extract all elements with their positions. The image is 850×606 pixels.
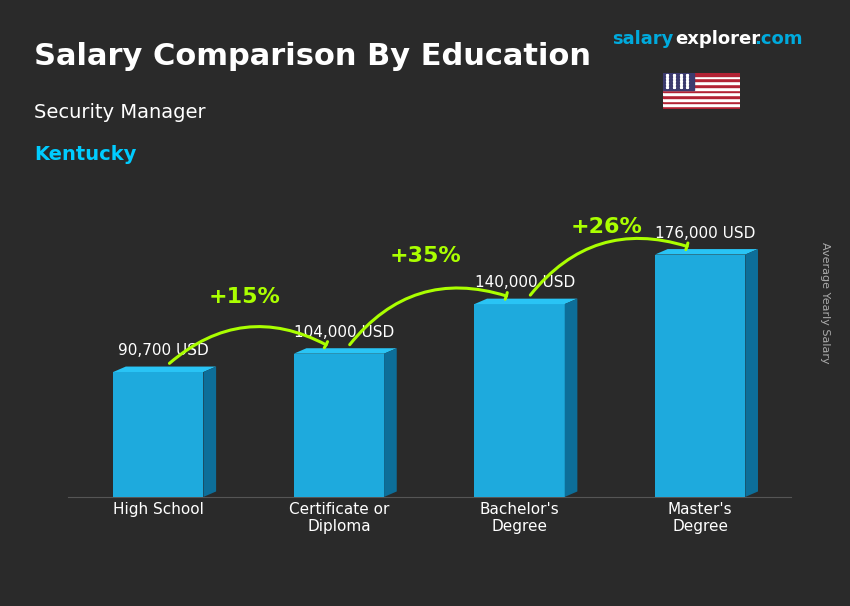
Text: explorer: explorer xyxy=(676,30,761,48)
Bar xyxy=(663,81,740,84)
Text: Kentucky: Kentucky xyxy=(34,145,136,164)
Bar xyxy=(663,87,740,90)
Text: +15%: +15% xyxy=(209,287,281,307)
Text: Salary Comparison By Education: Salary Comparison By Education xyxy=(34,42,591,72)
Polygon shape xyxy=(655,249,758,255)
Polygon shape xyxy=(474,299,577,304)
Bar xyxy=(474,304,564,497)
Bar xyxy=(113,372,203,497)
Bar xyxy=(655,255,745,497)
Bar xyxy=(663,90,740,92)
Text: 104,000 USD: 104,000 USD xyxy=(294,325,394,340)
Bar xyxy=(294,354,384,497)
Polygon shape xyxy=(294,348,397,354)
Polygon shape xyxy=(384,348,397,497)
Bar xyxy=(663,104,740,106)
Bar xyxy=(663,98,740,101)
Polygon shape xyxy=(564,299,577,497)
Bar xyxy=(663,106,740,109)
Text: 140,000 USD: 140,000 USD xyxy=(475,275,575,290)
Bar xyxy=(663,76,740,78)
Polygon shape xyxy=(745,249,758,497)
Text: .com: .com xyxy=(754,30,802,48)
Bar xyxy=(663,73,740,76)
Bar xyxy=(663,92,740,95)
Text: Average Yearly Salary: Average Yearly Salary xyxy=(819,242,830,364)
Bar xyxy=(663,78,740,81)
Polygon shape xyxy=(113,367,216,372)
Text: +26%: +26% xyxy=(570,217,643,237)
Bar xyxy=(663,73,694,90)
Bar xyxy=(663,101,740,104)
Text: salary: salary xyxy=(612,30,673,48)
Text: 90,700 USD: 90,700 USD xyxy=(118,343,209,358)
Text: 176,000 USD: 176,000 USD xyxy=(655,226,756,241)
Bar xyxy=(663,95,740,98)
Polygon shape xyxy=(203,367,216,497)
Text: Security Manager: Security Manager xyxy=(34,103,206,122)
Bar xyxy=(663,84,740,87)
Text: +35%: +35% xyxy=(390,246,462,266)
